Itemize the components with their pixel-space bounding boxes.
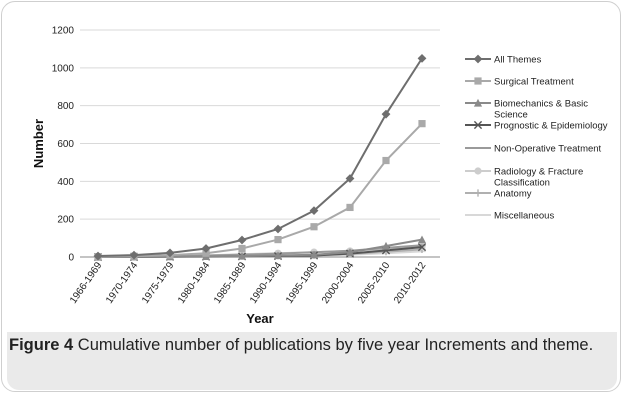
y-tick-label: 200 — [57, 215, 74, 226]
data-point — [346, 203, 354, 212]
legend-label: Radiology & Fracture Classification — [494, 167, 583, 189]
data-point — [309, 206, 319, 216]
legend-label: Biomechanics & Basic Science — [494, 99, 588, 121]
legend-marker — [474, 189, 482, 197]
figure-caption: Figure 4 Cumulative number of publicatio… — [9, 334, 609, 356]
y-tick-label: 400 — [57, 177, 74, 188]
x-tick-label: 1980-1984 — [176, 260, 213, 306]
y-tick-label: 1000 — [52, 63, 75, 74]
data-point — [345, 248, 355, 256]
x-tick-label: 2000-2004 — [320, 260, 357, 306]
data-point — [274, 235, 282, 244]
data-point — [345, 174, 355, 183]
legend-marker — [473, 98, 483, 107]
x-tick-label: 1970-1974 — [104, 260, 141, 306]
series-line — [97, 57, 423, 258]
x-axis-title: Year — [246, 311, 273, 326]
data-point — [273, 251, 283, 260]
legend-marker — [474, 167, 482, 175]
y-tick-label: 0 — [68, 253, 74, 264]
series-line — [97, 238, 423, 258]
data-point — [238, 244, 246, 253]
data-point — [382, 156, 390, 165]
legend-marker — [473, 54, 483, 64]
legend-marker — [474, 77, 482, 85]
data-point — [417, 53, 427, 63]
x-tick-label: 1985-1989 — [212, 260, 249, 306]
legend-label: All Themes — [494, 55, 542, 66]
data-point — [417, 243, 427, 252]
y-axis-title: Number — [31, 119, 46, 168]
data-point — [418, 120, 426, 128]
y-tick-label: 800 — [57, 101, 74, 112]
x-tick-label: 1995-1999 — [284, 260, 321, 306]
data-point — [273, 224, 283, 234]
caption-text: Cumulative number of publications by fiv… — [73, 336, 594, 354]
data-point — [201, 244, 211, 253]
data-point — [93, 251, 103, 261]
x-tick-label: 1975-1979 — [140, 260, 177, 306]
data-point — [129, 250, 139, 260]
x-tick-label: 2010-2012 — [392, 260, 429, 306]
series-line — [97, 122, 423, 258]
legend-label: Surgical Treatment — [494, 77, 574, 88]
data-point — [310, 223, 318, 231]
caption-background — [7, 332, 617, 390]
data-point — [381, 241, 391, 250]
legend-label: Non-Operative Treatment — [494, 144, 602, 155]
data-point — [309, 250, 319, 259]
data-point — [237, 235, 247, 245]
legend-label: Anatomy — [494, 189, 532, 200]
data-point — [165, 248, 175, 258]
data-point — [237, 251, 247, 260]
figure-label: Figure 4 — [9, 336, 74, 354]
data-point — [381, 109, 391, 119]
legend-marker — [473, 120, 483, 130]
y-tick-label: 600 — [57, 139, 74, 150]
x-tick-label: 1990-1994 — [248, 260, 285, 306]
data-point — [202, 249, 210, 257]
x-tick-label: 2005-2010 — [356, 260, 393, 306]
legend-label: Miscellaneous — [494, 211, 554, 222]
data-point — [417, 235, 427, 244]
legend-label: Prognostic & Epidemiology — [494, 121, 608, 132]
x-tick-label: 1966-1969 — [68, 260, 105, 306]
y-tick-label: 1200 — [52, 26, 75, 37]
